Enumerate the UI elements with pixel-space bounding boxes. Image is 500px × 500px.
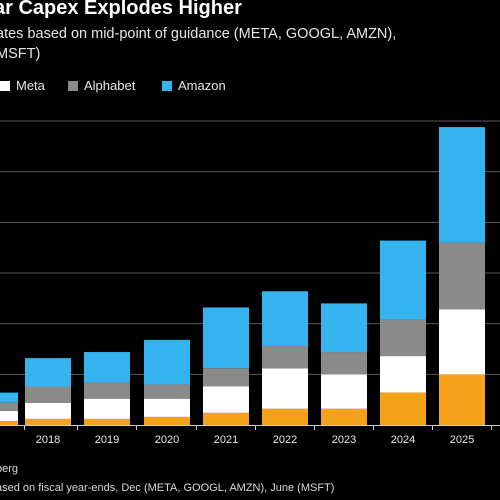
legend-swatch-meta [0,81,10,91]
bar-2018-alphabet [25,386,71,403]
bar-2021-meta [203,386,249,413]
legend-label-alphabet: Alphabet [84,78,136,93]
x-tick-label: 2019 [95,434,119,446]
bar-2025-meta [439,309,485,375]
chart-title: ar Capex Explodes Higher [0,0,242,19]
bar-2025-unlabeled [439,374,485,425]
x-tick-label: 2023 [332,434,356,446]
bar-2017-meta [0,410,18,421]
bar-2021-unlabeled [203,412,249,425]
bar-2024-amazon [380,240,426,320]
subtitle-line-1: ates based on mid-point of guidance (MET… [0,26,397,42]
legend-item-alphabet: Alphabet [68,78,135,93]
bar-2024-meta [380,356,426,393]
footer-source: berg [0,463,19,475]
bar-2018-meta [25,402,71,419]
x-tick-label: 2020 [155,434,179,446]
x-tick-label: 2024 [391,434,415,446]
legend-item-amazon: Amazon [162,78,226,93]
bar-2020-meta [144,398,190,417]
bar-2023-meta [321,374,367,409]
bar-2020-amazon [144,339,190,385]
chart-plot: 720182019202020212022202320242025 [0,120,500,446]
bar-2024-alphabet [380,319,426,357]
x-tick-label: 2021 [214,434,238,446]
footer-note: ased on fiscal year-ends, Dec (META, GOO… [0,482,335,494]
bar-2022-amazon [262,291,308,346]
bar-2022-meta [262,368,308,409]
x-tick-label: 2022 [273,434,297,446]
bar-2022-unlabeled [262,408,308,425]
bar-2019-amazon [84,352,130,383]
bar-2022-alphabet [262,345,308,369]
bar-2019-alphabet [84,382,130,399]
legend-label-meta: Meta [16,78,45,93]
bar-2017-alphabet [0,402,18,411]
bar-2025-amazon [439,127,485,243]
x-tick-label: 2018 [36,434,60,446]
bar-2024-unlabeled [380,392,426,425]
bar-2021-amazon [203,307,249,369]
bar-2023-alphabet [321,352,367,375]
legend-label-amazon: Amazon [178,78,226,93]
bar-2023-unlabeled [321,408,367,425]
x-tick-label: 2025 [450,434,474,446]
bar-2018-unlabeled [25,418,71,425]
bar-2021-alphabet [203,368,249,387]
bar-2019-unlabeled [84,418,130,425]
legend-item-meta: Meta [0,78,45,93]
bar-2023-amazon [321,303,367,353]
legend-swatch-alphabet [68,81,78,91]
bar-2019-meta [84,398,130,419]
bar-2017-unlabeled [0,420,18,425]
bar-2018-amazon [25,358,71,387]
bar-2020-unlabeled [144,416,190,425]
bar-2017-amazon [0,392,18,403]
chart-subtitle: ates based on mid-point of guidance (MET… [0,24,396,64]
chart-footer: berg ased on fiscal year-ends, Dec (META… [0,460,334,498]
bar-2020-alphabet [144,384,190,399]
bar-2025-alphabet [439,242,485,310]
subtitle-line-2: MSFT) [0,46,41,62]
legend-swatch-amazon [162,81,172,91]
